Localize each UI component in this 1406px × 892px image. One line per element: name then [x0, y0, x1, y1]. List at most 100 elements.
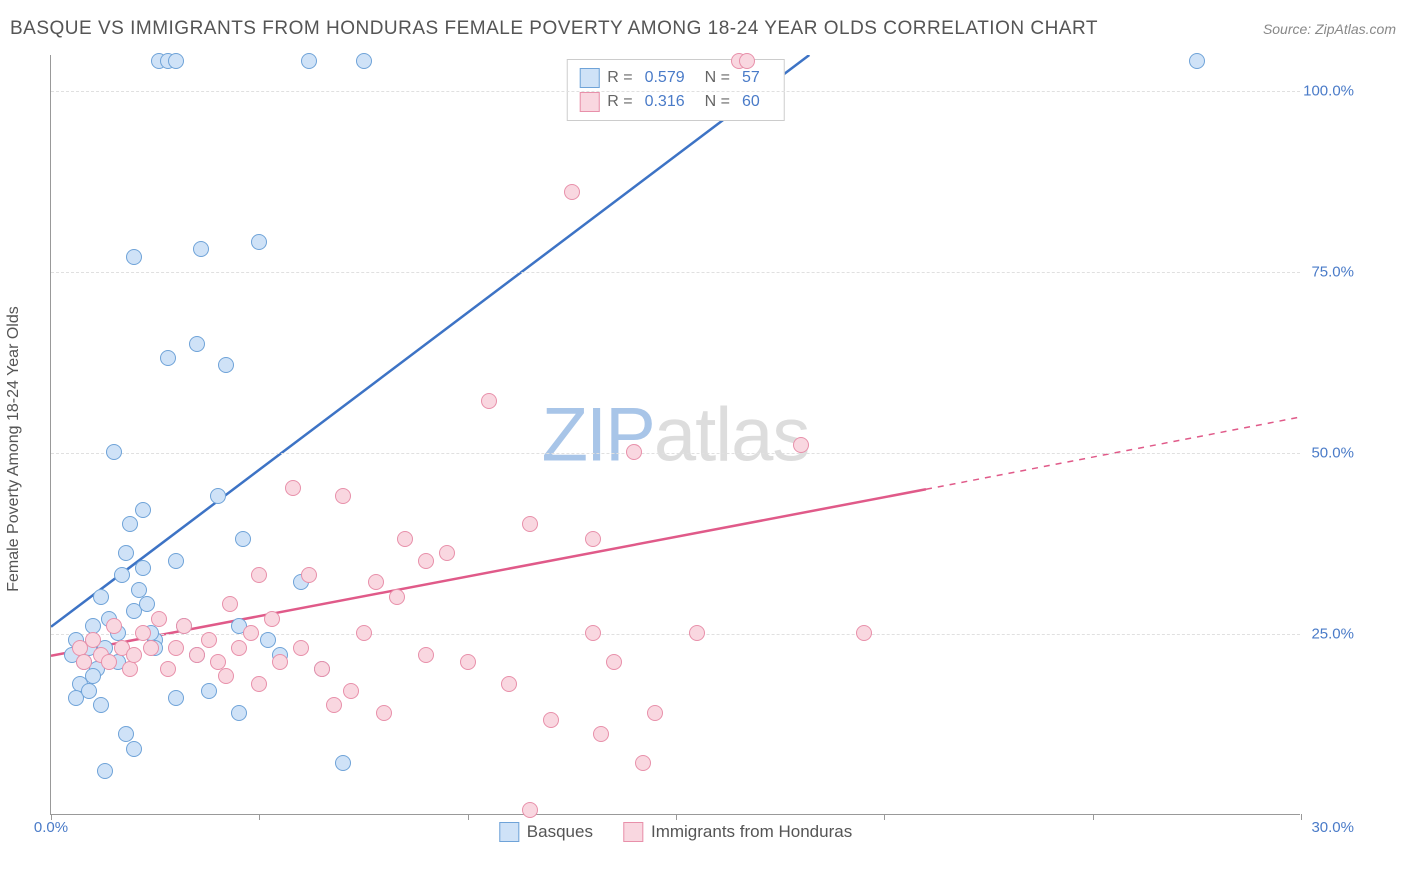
data-point — [201, 683, 217, 699]
legend-n-label: N = — [705, 69, 730, 87]
data-point — [235, 531, 251, 547]
data-point — [189, 336, 205, 352]
legend-swatch — [579, 92, 599, 112]
data-point — [793, 437, 809, 453]
data-point — [231, 640, 247, 656]
data-point — [131, 582, 147, 598]
legend-item: Immigrants from Honduras — [623, 822, 852, 842]
x-tick-mark — [1093, 814, 1094, 820]
data-point — [418, 553, 434, 569]
data-point — [114, 567, 130, 583]
data-point — [1189, 53, 1205, 69]
data-point — [151, 611, 167, 627]
legend-label: Basques — [527, 822, 593, 842]
legend-row: R = 0.316 N = 60 — [579, 90, 772, 114]
legend-n-label: N = — [705, 93, 730, 111]
gridline — [51, 453, 1300, 454]
data-point — [564, 184, 580, 200]
legend-r-value: 0.316 — [645, 93, 685, 111]
chart-area: Female Poverty Among 18-24 Year Olds ZIP… — [50, 55, 1350, 843]
data-point — [126, 249, 142, 265]
data-point — [481, 393, 497, 409]
data-point — [856, 625, 872, 641]
data-point — [397, 531, 413, 547]
x-tick-mark — [676, 814, 677, 820]
trend-lines-layer — [51, 55, 1301, 815]
data-point — [314, 661, 330, 677]
data-point — [201, 632, 217, 648]
y-tick-label: 25.0% — [1311, 626, 1354, 643]
data-point — [293, 640, 309, 656]
gridline — [51, 634, 1300, 635]
data-point — [460, 654, 476, 670]
data-point — [606, 654, 622, 670]
data-point — [689, 625, 705, 641]
y-tick-label: 75.0% — [1311, 264, 1354, 281]
data-point — [522, 802, 538, 818]
data-point — [210, 488, 226, 504]
data-point — [222, 596, 238, 612]
x-tick-mark — [884, 814, 885, 820]
scatter-plot: ZIPatlas R =0.579N =57R =0.316N =60 Basq… — [50, 55, 1300, 815]
data-point — [193, 241, 209, 257]
data-point — [231, 705, 247, 721]
legend-swatch — [579, 68, 599, 88]
data-point — [176, 618, 192, 634]
legend-n-value: 60 — [742, 93, 760, 111]
data-point — [647, 705, 663, 721]
title-bar: BASQUE VS IMMIGRANTS FROM HONDURAS FEMAL… — [10, 18, 1396, 40]
legend-r-label: R = — [607, 93, 632, 111]
x-tick-label: 0.0% — [34, 819, 68, 836]
data-point — [251, 676, 267, 692]
data-point — [139, 596, 155, 612]
gridline — [51, 91, 1300, 92]
data-point — [439, 545, 455, 561]
x-tick-label: 30.0% — [1311, 819, 1354, 836]
data-point — [81, 683, 97, 699]
data-point — [122, 516, 138, 532]
data-point — [189, 647, 205, 663]
legend-label: Immigrants from Honduras — [651, 822, 852, 842]
chart-title: BASQUE VS IMMIGRANTS FROM HONDURAS FEMAL… — [10, 18, 1098, 40]
data-point — [356, 625, 372, 641]
data-point — [285, 480, 301, 496]
data-point — [135, 560, 151, 576]
data-point — [593, 726, 609, 742]
legend-r-label: R = — [607, 69, 632, 87]
data-point — [501, 676, 517, 692]
data-point — [93, 697, 109, 713]
data-point — [126, 647, 142, 663]
data-point — [260, 632, 276, 648]
data-point — [106, 618, 122, 634]
data-point — [218, 668, 234, 684]
data-point — [118, 545, 134, 561]
data-point — [251, 234, 267, 250]
x-tick-mark — [468, 814, 469, 820]
data-point — [301, 567, 317, 583]
legend-r-value: 0.579 — [645, 69, 685, 87]
data-point — [243, 625, 259, 641]
data-point — [126, 741, 142, 757]
data-point — [210, 654, 226, 670]
x-tick-mark — [1301, 814, 1302, 820]
data-point — [585, 625, 601, 641]
data-point — [97, 763, 113, 779]
series-legend: Basques Immigrants from Honduras — [499, 822, 852, 842]
data-point — [739, 53, 755, 69]
y-axis-label: Female Poverty Among 18-24 Year Olds — [5, 306, 23, 592]
correlation-legend: R =0.579N =57R =0.316N =60 — [566, 59, 785, 121]
data-point — [264, 611, 280, 627]
data-point — [76, 654, 92, 670]
data-point — [135, 625, 151, 641]
data-point — [368, 574, 384, 590]
data-point — [335, 488, 351, 504]
data-point — [135, 502, 151, 518]
data-point — [376, 705, 392, 721]
data-point — [626, 444, 642, 460]
data-point — [122, 661, 138, 677]
data-point — [106, 444, 122, 460]
data-point — [522, 516, 538, 532]
data-point — [301, 53, 317, 69]
y-tick-label: 100.0% — [1303, 83, 1354, 100]
data-point — [101, 654, 117, 670]
